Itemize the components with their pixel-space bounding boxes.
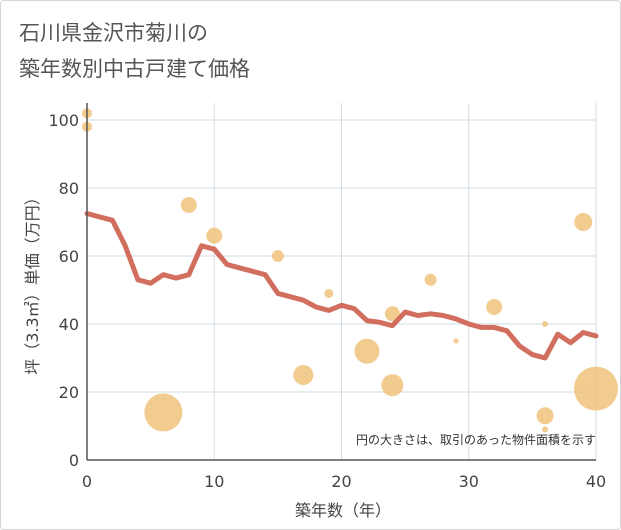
y-tick-label: 80: [59, 179, 79, 198]
data-bubble: [324, 288, 334, 298]
data-bubble: [354, 338, 380, 364]
data-bubble: [574, 213, 593, 231]
y-tick-label: 40: [59, 315, 79, 334]
chart-title-line-2: 築年数別中古戸建て価格: [19, 57, 250, 81]
data-bubble: [271, 250, 284, 262]
data-bubble: [424, 273, 437, 286]
data-bubble: [381, 374, 404, 397]
average-price-line: [84, 211, 599, 361]
data-bubble: [542, 321, 549, 327]
x-tick-label: 0: [82, 472, 92, 491]
data-bubble: [180, 197, 197, 213]
data-bubble: [144, 393, 183, 432]
x-tick-label: 30: [459, 472, 479, 491]
chart-title-line-1: 石川県金沢市菊川の: [19, 21, 208, 45]
y-tick-label: 100: [48, 111, 79, 130]
x-tick-label: 40: [586, 472, 606, 491]
data-bubble: [486, 299, 503, 315]
y-tick-label: 60: [59, 247, 79, 266]
y-tick-label: 0: [69, 451, 79, 470]
x-tick-label: 10: [204, 472, 224, 491]
data-bubble: [206, 227, 223, 244]
data-bubble: [574, 366, 618, 411]
x-tick-label: 20: [331, 472, 351, 491]
bubble-size-note: 円の大きさは、取引のあった物件面積を示す: [356, 432, 596, 447]
data-bubble: [542, 426, 549, 433]
data-bubble: [453, 338, 459, 344]
y-tick-label: 20: [59, 383, 79, 402]
data-bubble: [536, 407, 554, 425]
y-axis-label: 坪（3.3㎡）単価（万円）: [23, 189, 42, 374]
data-bubble: [384, 306, 400, 322]
x-axis-label: 築年数（年）: [295, 501, 391, 520]
data-bubble: [293, 365, 314, 385]
